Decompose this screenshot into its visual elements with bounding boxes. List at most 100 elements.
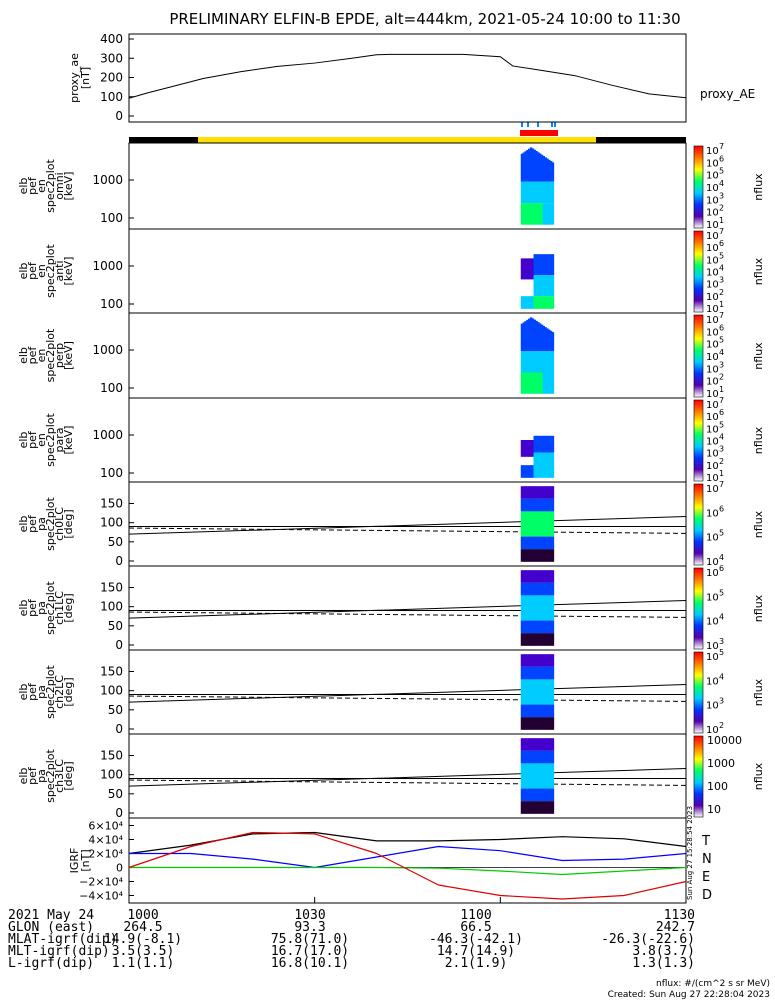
spectrogram-cell-ch3 <box>531 788 535 802</box>
colorbar-label: nflux <box>752 257 765 285</box>
spectrogram-cell-ch1 <box>520 582 524 596</box>
spectrogram-cell-ch1 <box>529 620 533 634</box>
spectrogram-cell-perp <box>549 372 553 394</box>
spectrogram-cell-ch1 <box>535 620 538 634</box>
spectrogram-cell-ch3 <box>537 801 540 814</box>
spectrogram-cell-ch1 <box>526 570 529 583</box>
igrf-ytick-label: 4×10⁴ <box>88 834 123 847</box>
spectrogram-cell-perp <box>526 372 529 394</box>
proxy-ae-legend: proxy_AE <box>700 87 755 101</box>
y-axis-label-igrf: IGRF <box>68 848 81 874</box>
y-axis-label-para: [keV] <box>62 426 75 455</box>
colorbar-tick-exponent: 6 <box>719 239 724 248</box>
pa-ytick-label: 0 <box>115 554 123 568</box>
spectrogram-cell-ch3 <box>538 801 542 814</box>
spectrogram-cell-ch3 <box>522 801 526 814</box>
spectrogram-cell-perp <box>548 372 551 394</box>
spectrogram-cell-ch0 <box>522 498 526 512</box>
spectrogram-cell-anti <box>548 275 551 297</box>
colorbar-tick-label: 10 <box>707 803 721 816</box>
spectrogram-cell-perp <box>546 328 549 352</box>
colorbar-tick-exponent: 7 <box>719 227 724 236</box>
spectrogram-cell-ch0 <box>531 498 535 512</box>
spectrogram-cell-anti <box>537 254 540 276</box>
igrf-series-D <box>128 831 687 900</box>
spectrogram-cell-perp <box>522 351 526 373</box>
colorbar-tick-label: 10 <box>706 389 719 400</box>
spectrogram-cell-ch1 <box>524 633 527 646</box>
colorbar-omni <box>693 145 704 229</box>
status-tick-mark <box>551 122 553 127</box>
spectrogram-cell-anti <box>546 254 549 276</box>
igrf-side-timestamp: Sun Aug 27 15:28:54 2023 <box>686 806 694 900</box>
spectrogram-cell-ch2 <box>540 717 544 730</box>
spectrogram-cell-para <box>533 435 536 453</box>
spectrogram-cell-ch3 <box>546 763 549 789</box>
colorbar-tick-exponent: 3 <box>719 360 724 369</box>
spectrogram-cell-ch0 <box>537 511 540 537</box>
spectrogram-cell-ch3 <box>538 788 542 802</box>
spectrogram-cell-perp <box>538 372 542 394</box>
footer-cell: MLT-igrf(dip) <box>8 944 110 959</box>
spectrogram-cell-ch0 <box>528 486 531 499</box>
spectrogram-cell-para <box>538 452 542 478</box>
en-ytick-label: 100 <box>100 381 123 395</box>
y-axis-label-ch0: pa <box>35 517 48 531</box>
spectrogram-cell-ch2 <box>535 717 538 730</box>
pa-ytick-label: 0 <box>115 638 123 652</box>
spectrogram-cell-omni <box>531 203 535 225</box>
colorbar-ch1 <box>693 567 704 650</box>
pa-ytick-label: 100 <box>100 684 123 698</box>
y-axis-label-omni: omni <box>53 172 66 199</box>
spectrogram-cell-ch3 <box>529 801 533 814</box>
colorbar-tick-exponent: 2 <box>719 373 724 382</box>
colorbar-tick-exponent: 6 <box>719 564 724 573</box>
spectrogram-cell-perp <box>531 372 535 394</box>
spectrogram-cell-ch0 <box>524 511 527 537</box>
footer-cell: 3.5(3.5) <box>112 944 175 959</box>
pa-ytick-label: 0 <box>115 806 123 820</box>
spectrogram-cell-perp <box>524 351 527 373</box>
colorbar-tick-exponent: 6 <box>719 154 724 163</box>
y-axis-label-ch3: pa <box>35 769 48 783</box>
status-tick-mark <box>521 122 523 127</box>
spectrogram-cell-ch0 <box>531 486 535 499</box>
colorbar-tick-exponent: 4 <box>719 613 724 622</box>
spectrogram-cell-ch0 <box>522 536 526 550</box>
y-axis-label-ch2: elb <box>17 684 30 701</box>
spectrogram-cell-ch0 <box>548 536 551 550</box>
spectrogram-cell-ch3 <box>524 788 527 802</box>
y-axis-label-perp: en <box>35 349 48 363</box>
spectrogram-cell-ch1 <box>524 595 527 621</box>
spectrogram-cell-ch3 <box>537 738 540 751</box>
spectrogram-cell-omni <box>529 203 533 225</box>
spectrogram-cell-ch0 <box>522 511 526 537</box>
spectrogram-cell-ch1 <box>548 570 551 583</box>
pa-ytick-label: 50 <box>108 535 123 549</box>
spectrogram-cell-ch3 <box>549 750 553 764</box>
spectrogram-cell-ch0 <box>542 498 546 512</box>
spectrogram-cell-ch0 <box>528 549 531 562</box>
spectrogram-cell-ch1 <box>526 595 529 621</box>
spectrogram-cell-ch3 <box>522 763 526 789</box>
spectrogram-cell-omni <box>540 181 544 204</box>
colorbar-tick-exponent: 3 <box>719 697 724 706</box>
spectrogram-cell-para <box>522 440 526 457</box>
colorbar-tick-exponent: 3 <box>719 191 724 200</box>
spectrogram-cell-ch1 <box>531 595 535 621</box>
pa-loss-cone-line <box>128 768 687 787</box>
spectrogram-cell-ch1 <box>544 570 547 583</box>
pa-loss-cone-line <box>128 684 687 703</box>
pa-anti-loss-cone-line <box>128 779 687 786</box>
spectrogram-cell-ch1 <box>549 633 553 646</box>
spectrogram-cell-omni <box>531 181 535 204</box>
spectrogram-cell-ch2 <box>544 679 547 705</box>
footer-cell: 1130 <box>664 908 695 923</box>
en-ytick-label: 1000 <box>92 428 123 442</box>
spectrogram-cell-ch0 <box>526 536 529 550</box>
y-axis-label-anti: [keV] <box>62 257 75 286</box>
spectrogram-cell-omni <box>520 203 524 225</box>
colorbar-label: nflux <box>752 762 765 790</box>
colorbar-tick-label: 10 <box>706 484 719 495</box>
spectrogram-cell-perp <box>542 372 546 394</box>
